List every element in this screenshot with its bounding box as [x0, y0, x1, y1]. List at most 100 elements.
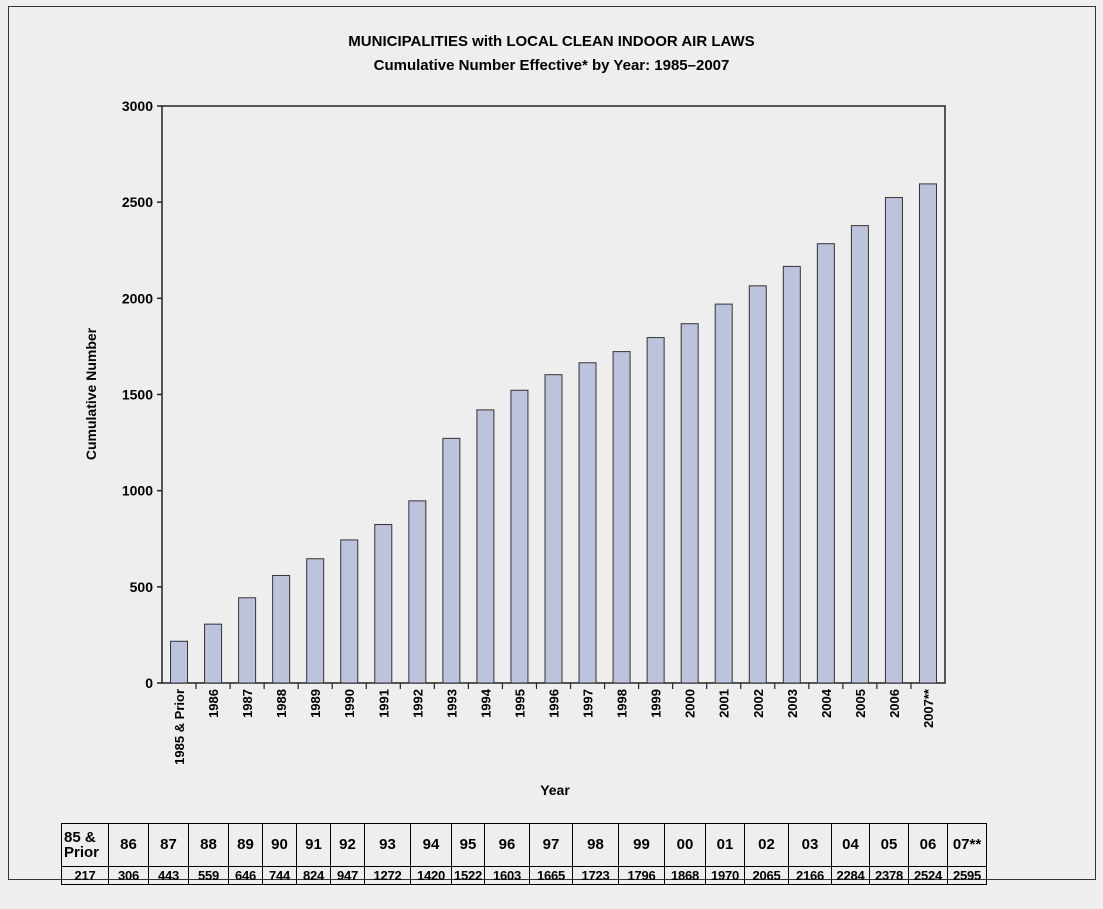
- bar: [408, 500, 427, 684]
- table-value-cell: 744: [262, 866, 297, 885]
- bar: [782, 265, 801, 684]
- bar: [374, 524, 393, 684]
- chart-subtitle: Cumulative Number Effective* by Year: 19…: [373, 57, 730, 74]
- table-header-cell: 00: [664, 823, 706, 867]
- data-table: 85 & Prior 86 87 88 89 90 91 92 93 94 95 96 97 98 99 00 0…: [61, 823, 987, 885]
- table-header-cell: 90: [262, 823, 297, 867]
- x-tick-label: 2005: [853, 689, 868, 718]
- x-tick-label: 1991: [376, 689, 391, 718]
- table-value-cell: 646: [228, 866, 263, 885]
- y-tick-label: 0: [145, 675, 153, 691]
- bar: [510, 389, 529, 684]
- x-tick-label: 1997: [581, 689, 596, 718]
- table-value-cell: 2378: [869, 866, 909, 885]
- table-value-row: 217 306 443 559 646 744 824 947 1272 1420 1522 1603…: [61, 866, 987, 885]
- x-tick-label: 1999: [649, 689, 664, 718]
- table-header-cell: 92: [330, 823, 365, 867]
- table-header-cell: 89: [228, 823, 263, 867]
- x-tick-label: 1989: [308, 689, 323, 718]
- x-axis-title: Year: [540, 782, 570, 798]
- y-tick-label: 500: [130, 579, 154, 595]
- table-value-cell: 443: [148, 866, 189, 885]
- bar: [442, 437, 461, 684]
- table-value-cell: 217: [61, 866, 109, 885]
- table-value-cell: 2595: [947, 866, 987, 885]
- table-value-cell: 1868: [664, 866, 706, 885]
- bar: [918, 183, 937, 684]
- table-header-cell: 96: [484, 823, 530, 867]
- bar: [238, 597, 257, 684]
- table-value-cell: 1723: [572, 866, 619, 885]
- table-value-cell: 1603: [484, 866, 530, 885]
- x-tick-label: 2007**: [921, 688, 936, 728]
- y-tick-label: 3000: [122, 98, 153, 114]
- table-value-cell: 1272: [364, 866, 411, 885]
- bar: [544, 374, 563, 684]
- bar: [306, 558, 325, 684]
- x-tick-label: 1993: [444, 689, 459, 718]
- bar: [272, 574, 291, 684]
- table-header-cell: 95: [451, 823, 485, 867]
- table-value-cell: 1796: [618, 866, 665, 885]
- y-axis-title: Cumulative Number: [83, 327, 99, 460]
- bar: [204, 623, 223, 684]
- bar: [612, 351, 631, 684]
- table-header-cell: 04: [831, 823, 870, 867]
- x-tick-label: 2003: [785, 689, 800, 718]
- bar: [884, 197, 903, 684]
- bar: [850, 225, 869, 684]
- x-tick-label: 1992: [410, 689, 425, 718]
- table-value-cell: 559: [188, 866, 229, 885]
- table-header-cell: 01: [705, 823, 745, 867]
- table-header-cell: 87: [148, 823, 189, 867]
- table-value-cell: 824: [296, 866, 331, 885]
- y-tick-label: 2000: [122, 290, 153, 306]
- bar: [714, 303, 733, 684]
- y-tick-label: 2500: [122, 194, 153, 210]
- bar: [646, 337, 665, 684]
- table-header-cell: 07**: [947, 823, 987, 867]
- x-tick-label: 1985 & Prior: [172, 689, 187, 765]
- table-value-cell: 1420: [410, 866, 452, 885]
- table-value-cell: 2065: [744, 866, 789, 885]
- table-value-cell: 2524: [908, 866, 948, 885]
- y-tick-label: 1000: [122, 483, 153, 499]
- x-tick-label: 1986: [206, 689, 221, 718]
- table-value-cell: 1665: [529, 866, 573, 885]
- table-header-row: 85 & Prior 86 87 88 89 90 91 92 93 94 95 96 97 98 99 00 0…: [61, 823, 987, 867]
- bar: [170, 640, 189, 684]
- table-header-cell: 91: [296, 823, 331, 867]
- bar: [340, 539, 359, 684]
- table-header-cell: 86: [108, 823, 149, 867]
- bar: [476, 409, 495, 684]
- bar: [680, 323, 699, 684]
- x-tick-label: 2002: [751, 689, 766, 718]
- table-header-cell: 99: [618, 823, 665, 867]
- x-tick-label: 2006: [887, 689, 902, 718]
- bar: [578, 362, 597, 684]
- table-header-cell: 06: [908, 823, 948, 867]
- x-tick-label: 1995: [512, 689, 527, 718]
- table-header-cell: 05: [869, 823, 909, 867]
- x-tick-label: 2001: [717, 689, 732, 718]
- x-tick-label: 1990: [342, 689, 357, 718]
- x-tick-label: 1998: [615, 689, 630, 718]
- table-header-cell: 02: [744, 823, 789, 867]
- table-value-cell: 2166: [788, 866, 832, 885]
- bar: [816, 243, 835, 684]
- table-header-cell: 85 & Prior: [61, 823, 109, 867]
- table-header-cell: 98: [572, 823, 619, 867]
- x-tick-label: 1996: [547, 689, 562, 718]
- table-header-cell: 93: [364, 823, 411, 867]
- y-tick-label: 1500: [122, 387, 153, 403]
- table-value-cell: 1522: [451, 866, 485, 885]
- table-value-cell: 2284: [831, 866, 870, 885]
- table-value-cell: 1970: [705, 866, 745, 885]
- table-value-cell: 947: [330, 866, 365, 885]
- x-tick-label: 1994: [478, 688, 493, 718]
- bar: [748, 285, 767, 684]
- table-value-cell: 306: [108, 866, 149, 885]
- table-header-cell: 03: [788, 823, 832, 867]
- x-tick-label: 2000: [683, 689, 698, 718]
